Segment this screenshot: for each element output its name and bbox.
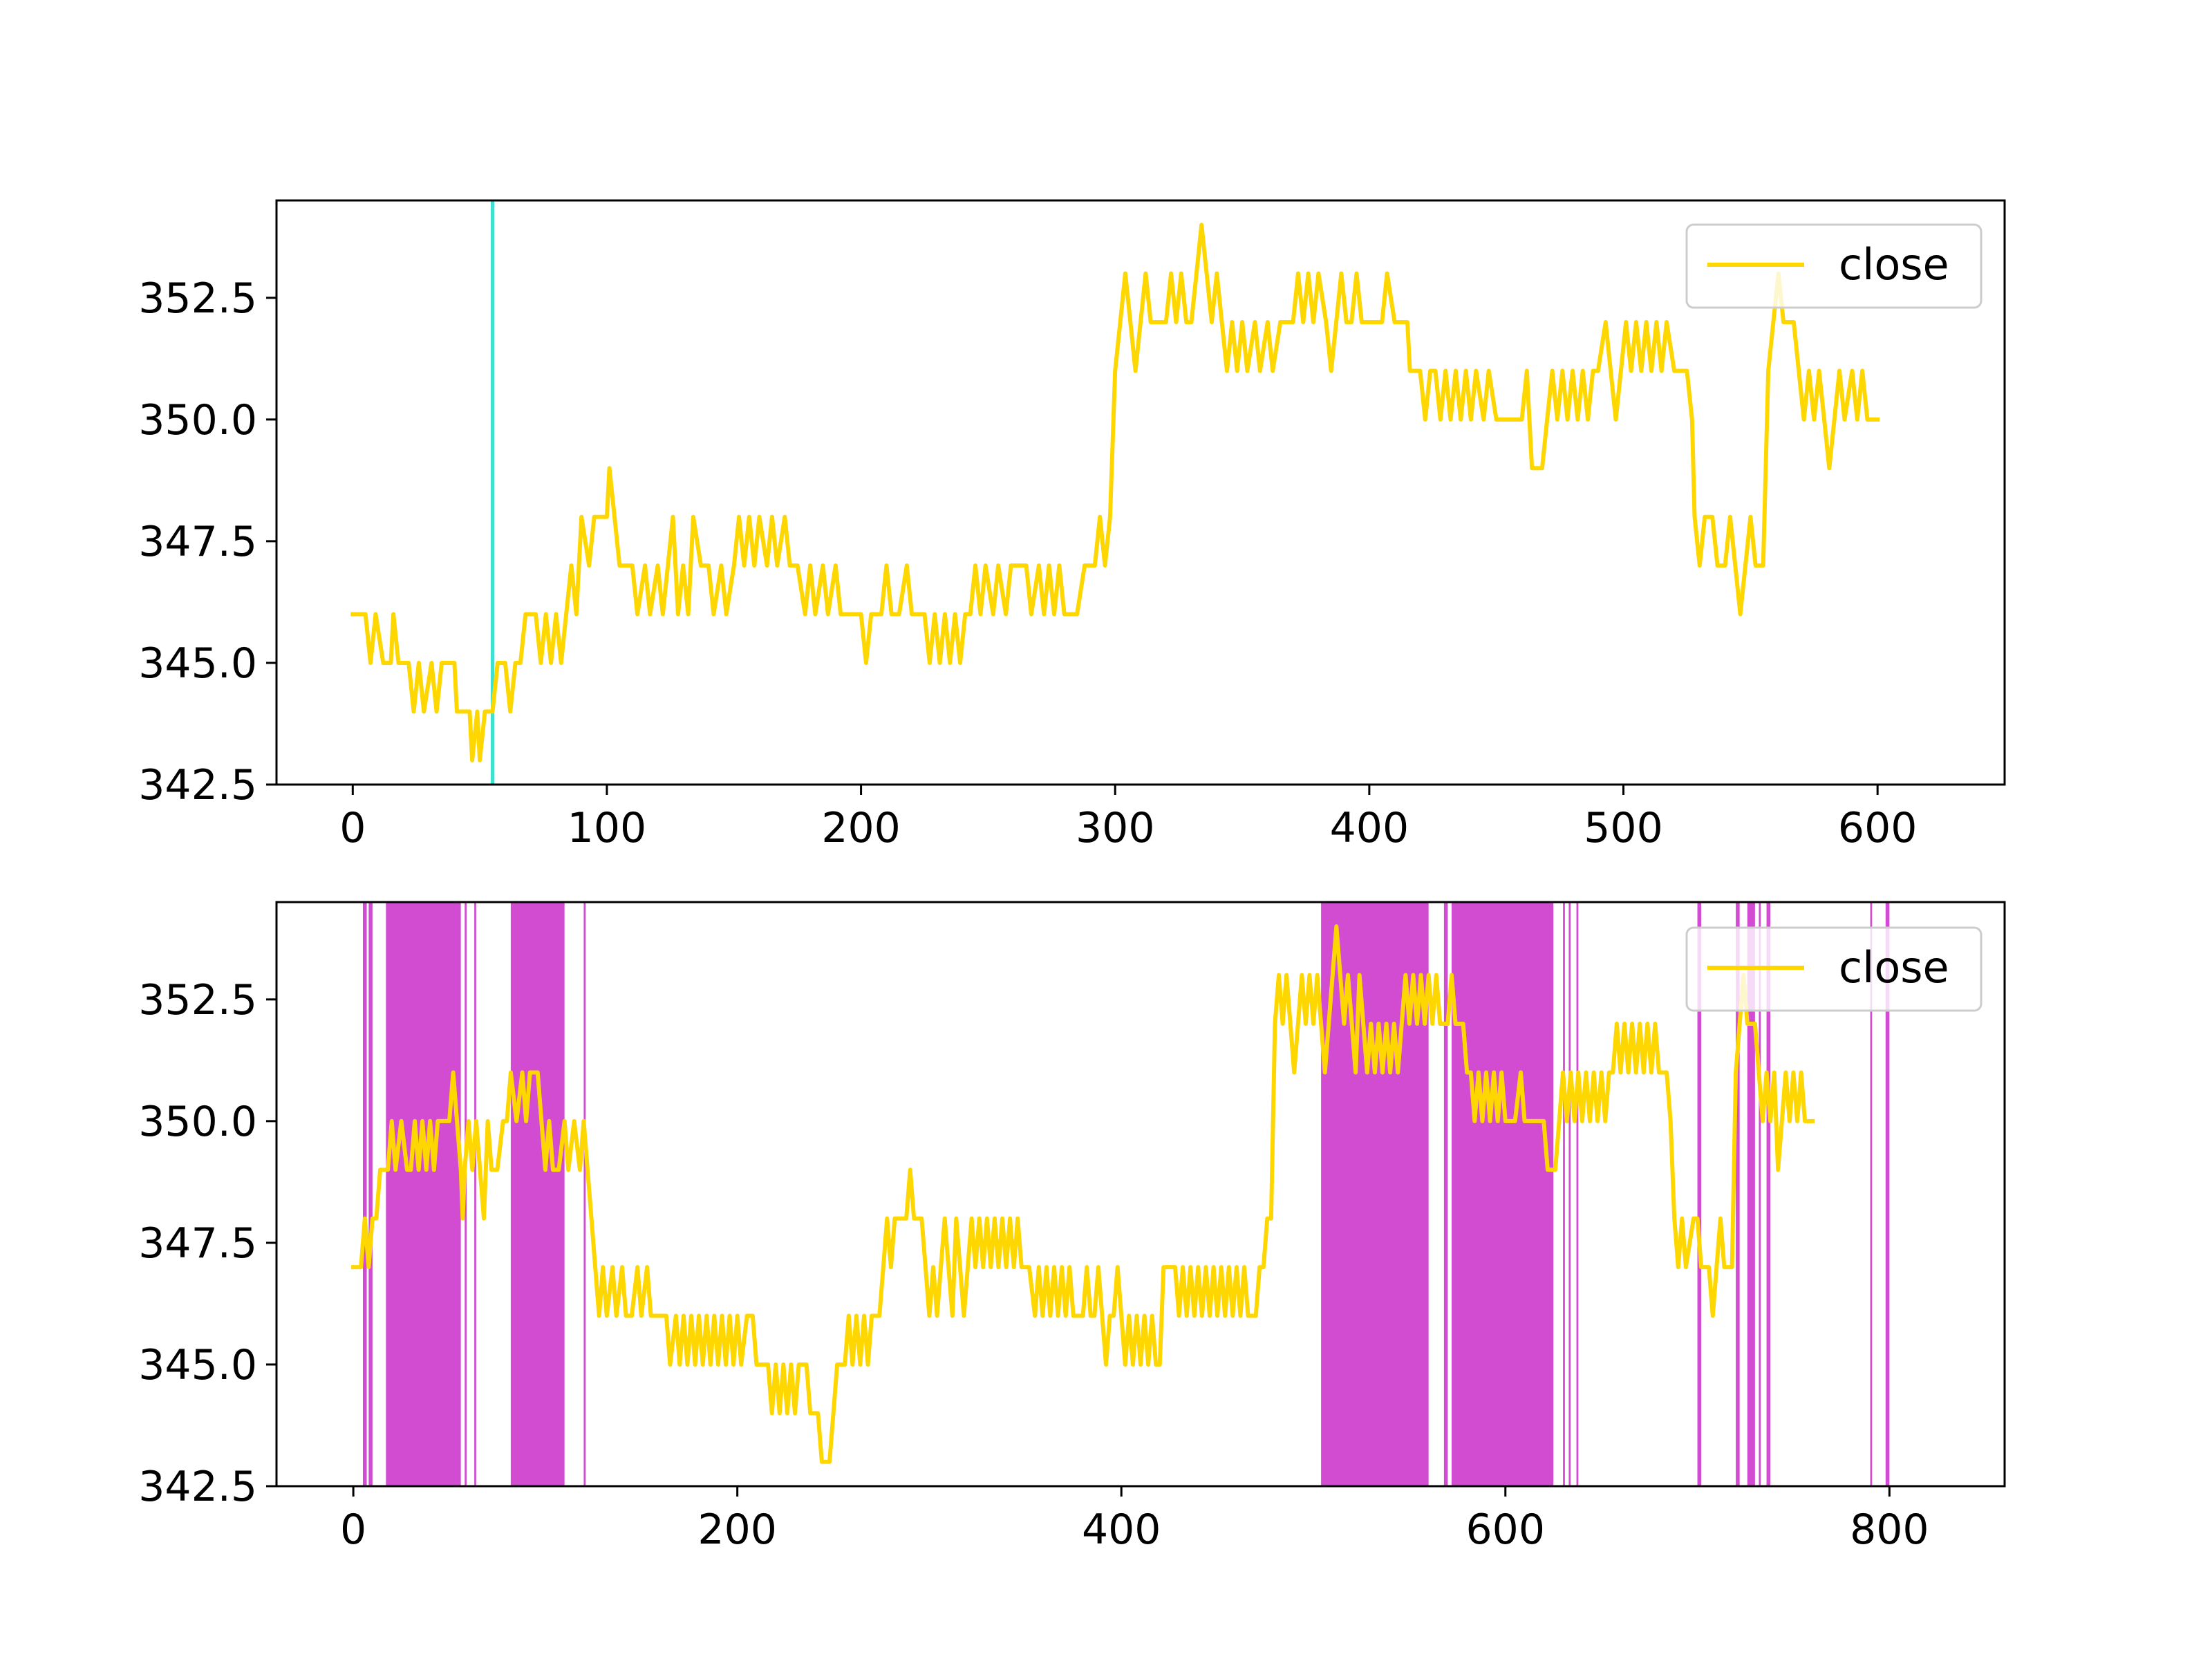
shaded-region-15 <box>1747 902 1755 1486</box>
top-chart-legend-label: close <box>1839 239 1949 290</box>
y-tick-label: 345.0 <box>138 1341 257 1389</box>
x-tick-label: 600 <box>1466 1506 1546 1554</box>
series-line-close <box>351 924 1815 1464</box>
y-tick-label: 352.5 <box>138 274 257 323</box>
shaded-region-2 <box>386 902 461 1486</box>
x-tick-label: 500 <box>1584 804 1663 852</box>
shaded-region-13 <box>1697 902 1702 1486</box>
x-tick-label: 400 <box>1330 804 1409 852</box>
top-chart-frame <box>275 199 2006 786</box>
bottom-chart: 0 200 400 600 800 342.5345.0347.5350.0352.5 … <box>138 901 2006 1554</box>
y-tick-label: 342.5 <box>138 1463 257 1511</box>
bottom-chart-series <box>351 924 1815 1464</box>
x-tick-label: 0 <box>340 1506 366 1554</box>
shaded-region-6 <box>583 902 586 1486</box>
y-tick-label: 347.5 <box>138 518 257 566</box>
shaded-region-11 <box>1568 902 1571 1486</box>
shaded-region-18 <box>1870 902 1873 1486</box>
top-chart-legend: close <box>1685 223 1983 309</box>
top-chart-x-axis: 0 100 200 300 400 500 600 <box>339 785 1917 852</box>
shaded-region-12 <box>1576 902 1579 1486</box>
bottom-chart-x-axis: 0 200 400 600 800 <box>340 1486 1929 1554</box>
x-tick-label: 800 <box>1850 1506 1929 1554</box>
bottom-chart-legend-label: close <box>1839 942 1949 993</box>
shaded-region-10 <box>1563 902 1565 1486</box>
shaded-region-19 <box>1885 902 1890 1486</box>
x-tick-label: 100 <box>568 804 647 852</box>
series-line-close <box>350 223 1880 762</box>
top-chart-legend-box <box>1685 223 1983 309</box>
shaded-region-5 <box>510 902 565 1486</box>
top-chart-y-axis: 342.5 345.0 347.5 350.0 352.5 <box>138 274 276 809</box>
shaded-region-4 <box>474 902 476 1486</box>
bottom-chart-legend: close <box>1685 926 1983 1012</box>
shaded-region-0 <box>363 902 367 1486</box>
top-chart-series <box>350 223 1880 762</box>
top-chart: 0 100 200 300 400 500 600 342.5 345.0 347.5 350.0… <box>138 199 2006 852</box>
y-tick-label: 350.0 <box>138 1098 257 1146</box>
y-tick-label: 345.0 <box>138 639 257 688</box>
y-tick-label: 342.5 <box>138 761 257 809</box>
shaded-region-17 <box>1766 902 1771 1486</box>
bottom-chart-legend-box <box>1685 926 1983 1012</box>
shaded-region-1 <box>368 902 373 1486</box>
x-tick-label: 400 <box>1082 1506 1161 1554</box>
y-tick-label: 347.5 <box>138 1219 257 1268</box>
shaded-region-8 <box>1443 902 1448 1486</box>
x-tick-label: 600 <box>1838 804 1918 852</box>
bottom-chart-y-axis: 342.5 345.0 347.5 350.0 352.5 <box>138 976 276 1511</box>
shaded-region-14 <box>1736 902 1740 1486</box>
x-tick-label: 200 <box>821 804 901 852</box>
shaded-region-16 <box>1759 902 1761 1486</box>
y-tick-label: 350.0 <box>138 396 257 444</box>
x-tick-label: 200 <box>697 1506 777 1554</box>
x-tick-label: 0 <box>339 804 366 852</box>
y-tick-label: 352.5 <box>138 976 257 1024</box>
bottom-chart-frame <box>275 901 2006 1488</box>
x-tick-label: 300 <box>1076 804 1155 852</box>
shaded-region-9 <box>1452 902 1554 1486</box>
